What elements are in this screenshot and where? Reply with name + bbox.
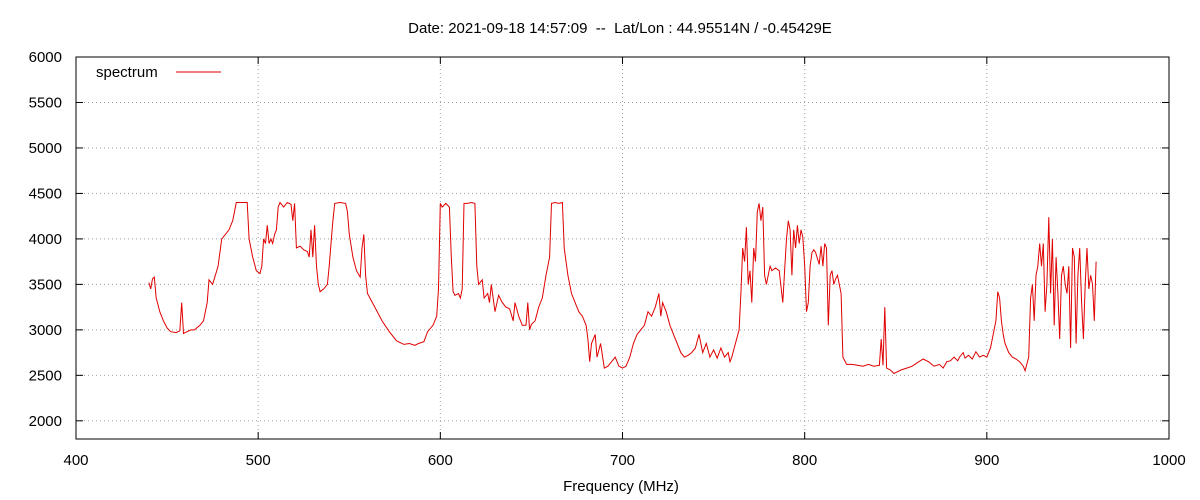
x-tick-label: 800 [792,452,817,469]
y-tick-label: 4500 [29,185,62,202]
x-tick-label: 1000 [1152,452,1185,469]
x-tick-label: 500 [246,452,271,469]
y-tick-label: 4000 [29,231,62,248]
plot-border [75,56,1170,440]
y-tick-label: 5500 [29,94,62,111]
y-tick-label: 3500 [29,276,62,293]
tick-labels: 400 500 600 700 800 900 1000 2000 2500 3000 3500 40… [29,49,1186,469]
x-tick-label: 600 [428,452,453,469]
y-tick-label: 2000 [29,413,62,430]
grid-lines [76,57,1169,439]
x-tick-label: 900 [974,452,999,469]
x-tick-label: 700 [610,452,635,469]
spectrum-series-line [148,201,1097,375]
chart-title: Date: 2021-09-18 14:57:09 -- Lat/Lon : 4… [408,20,832,37]
y-tick-label: 2500 [29,367,62,384]
y-tick-label: 6000 [29,49,62,66]
legend-label-spectrum: spectrum [96,64,158,81]
x-tick-label: 400 [63,452,88,469]
y-tick-label: 5000 [29,140,62,157]
x-axis-label: Frequency (MHz) [563,478,679,495]
y-tick-label: 3000 [29,322,62,339]
legend: spectrum [96,64,221,81]
